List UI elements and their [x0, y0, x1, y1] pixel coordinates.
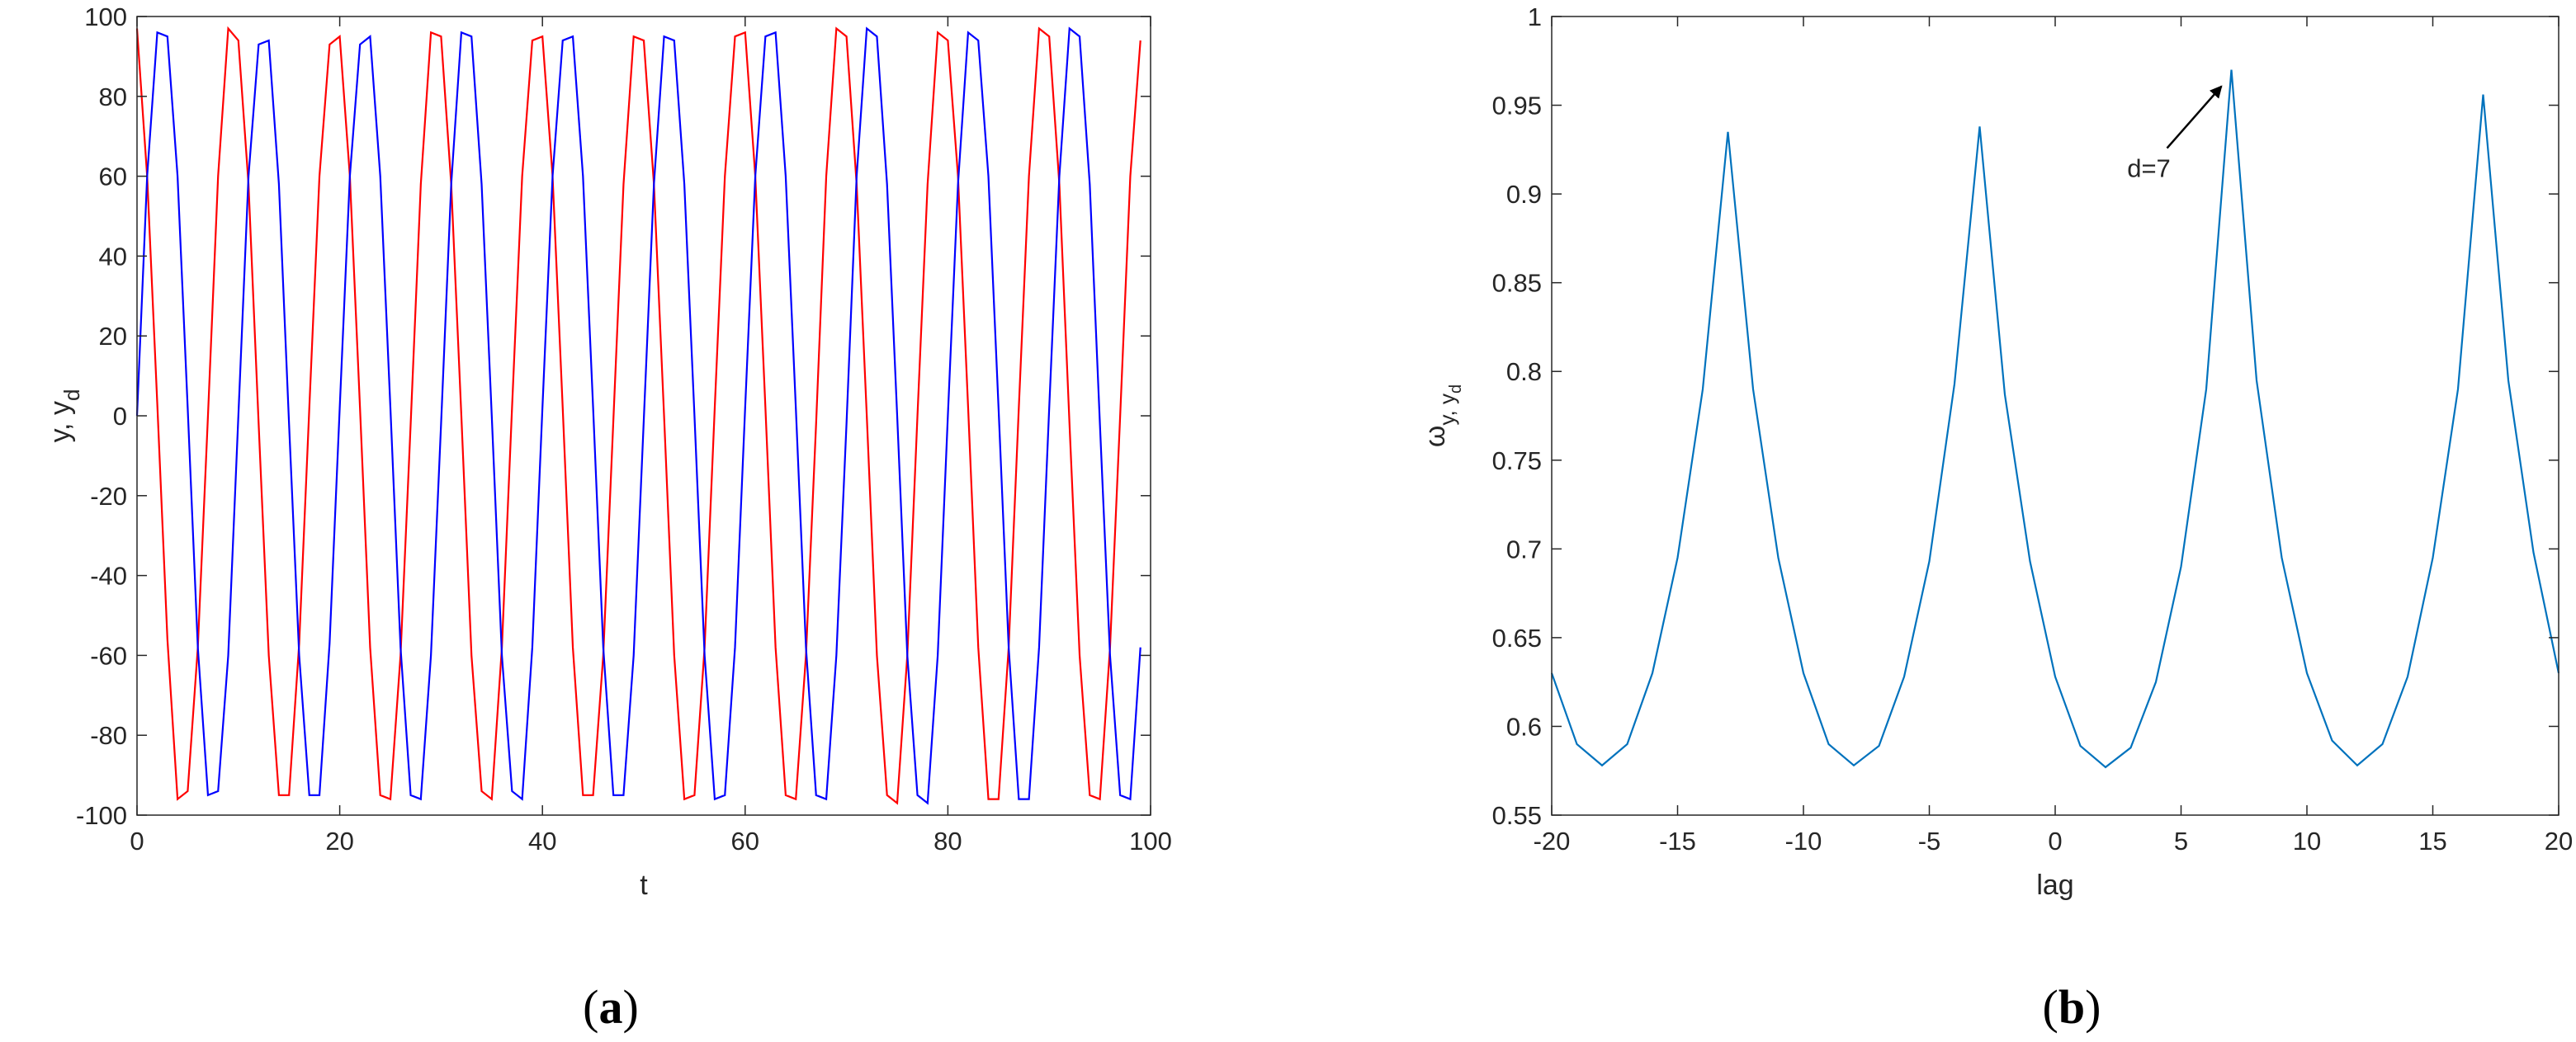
- y-tick-label: 40: [99, 242, 127, 271]
- y-tick-label: 0: [113, 402, 127, 431]
- data-line: [1550, 69, 2560, 769]
- y-tick-label: 20: [99, 322, 127, 351]
- y-tick-label: 0.9: [1506, 180, 1542, 209]
- y-tick-label: 1: [1528, 2, 1542, 31]
- x-axis-label: lag: [2036, 870, 2073, 901]
- y-tick-label: -60: [90, 641, 127, 670]
- x-tick-label: 20: [2545, 827, 2573, 856]
- y-axis-label-main: ω: [1420, 426, 1451, 448]
- y-tick-label: 80: [99, 83, 127, 111]
- axes-box: [136, 16, 1151, 816]
- y-tick-label: -100: [76, 801, 127, 830]
- caption: (a): [583, 980, 639, 1034]
- y-tick-label: 60: [99, 163, 127, 191]
- caption-close: ): [2085, 980, 2101, 1034]
- y-axis-label-main: y, y: [45, 401, 76, 442]
- y-tick-label: -80: [90, 721, 127, 750]
- data-line: [135, 26, 1141, 805]
- y-axis-label-sub: y, y: [1435, 394, 1459, 426]
- caption: (b): [2043, 980, 2101, 1034]
- y-tick-label: 0.75: [1492, 446, 1542, 475]
- y-axis-label-subsub: d: [1447, 384, 1465, 394]
- y-tick-label: -40: [90, 562, 127, 591]
- y-tick-label: 0.85: [1492, 269, 1542, 298]
- caption-letter: a: [599, 980, 623, 1034]
- y-tick-label: 0.95: [1492, 92, 1542, 120]
- x-tick-label: 0: [2048, 827, 2062, 856]
- x-tick-label: 80: [934, 827, 962, 856]
- caption-letter: b: [2058, 980, 2085, 1034]
- y-tick-label: 0.65: [1492, 624, 1542, 653]
- x-axis-label: t: [640, 870, 648, 901]
- caption-open: (: [583, 980, 598, 1034]
- x-tick-label: 10: [2293, 827, 2321, 856]
- subplot: -20 -15 -10 -5 0 5 10 15 20 0.55 0.6 0.65 0.7 0.75 0.8…: [1420, 2, 2573, 1034]
- x-tick-label: -15: [1659, 827, 1696, 856]
- x-tick-label: -20: [1534, 827, 1571, 856]
- x-tick-label: -5: [1918, 827, 1941, 856]
- y-tick-label: 0.7: [1506, 535, 1542, 563]
- x-tick-label: 100: [1129, 827, 1172, 856]
- y-tick-label: 0.8: [1506, 357, 1542, 386]
- x-tick-label: 40: [528, 827, 556, 856]
- caption-close: ): [623, 980, 639, 1034]
- x-tick-label: 0: [130, 827, 144, 856]
- y-tick-label: 0.55: [1492, 801, 1542, 830]
- y-axis-label: ωy, yd: [1420, 384, 1465, 447]
- plot-area: [1552, 17, 2559, 815]
- data-line: [135, 26, 1141, 805]
- x-tick-label: 20: [325, 827, 353, 856]
- y-tick-label: 100: [84, 2, 127, 31]
- caption-open: (: [2043, 980, 2058, 1034]
- x-tick-label: 15: [2418, 827, 2446, 856]
- x-tick-label: -10: [1785, 827, 1822, 856]
- y-tick-label: -20: [90, 482, 127, 511]
- y-tick-label: 0.6: [1506, 712, 1542, 741]
- axes-box: [1551, 16, 2559, 816]
- subplot: 0 20 40 60 80 100 -100 -80 -60 -40 -20 0 20 40 60 80 100…: [45, 2, 1172, 1034]
- y-axis-label: y, yd: [45, 389, 84, 443]
- annotation-text: d=7: [2127, 154, 2171, 183]
- x-tick-label: 5: [2174, 827, 2188, 856]
- annotation-arrow: [2166, 85, 2223, 149]
- x-tick-label: 60: [731, 827, 759, 856]
- y-axis-label-sub: d: [59, 389, 84, 401]
